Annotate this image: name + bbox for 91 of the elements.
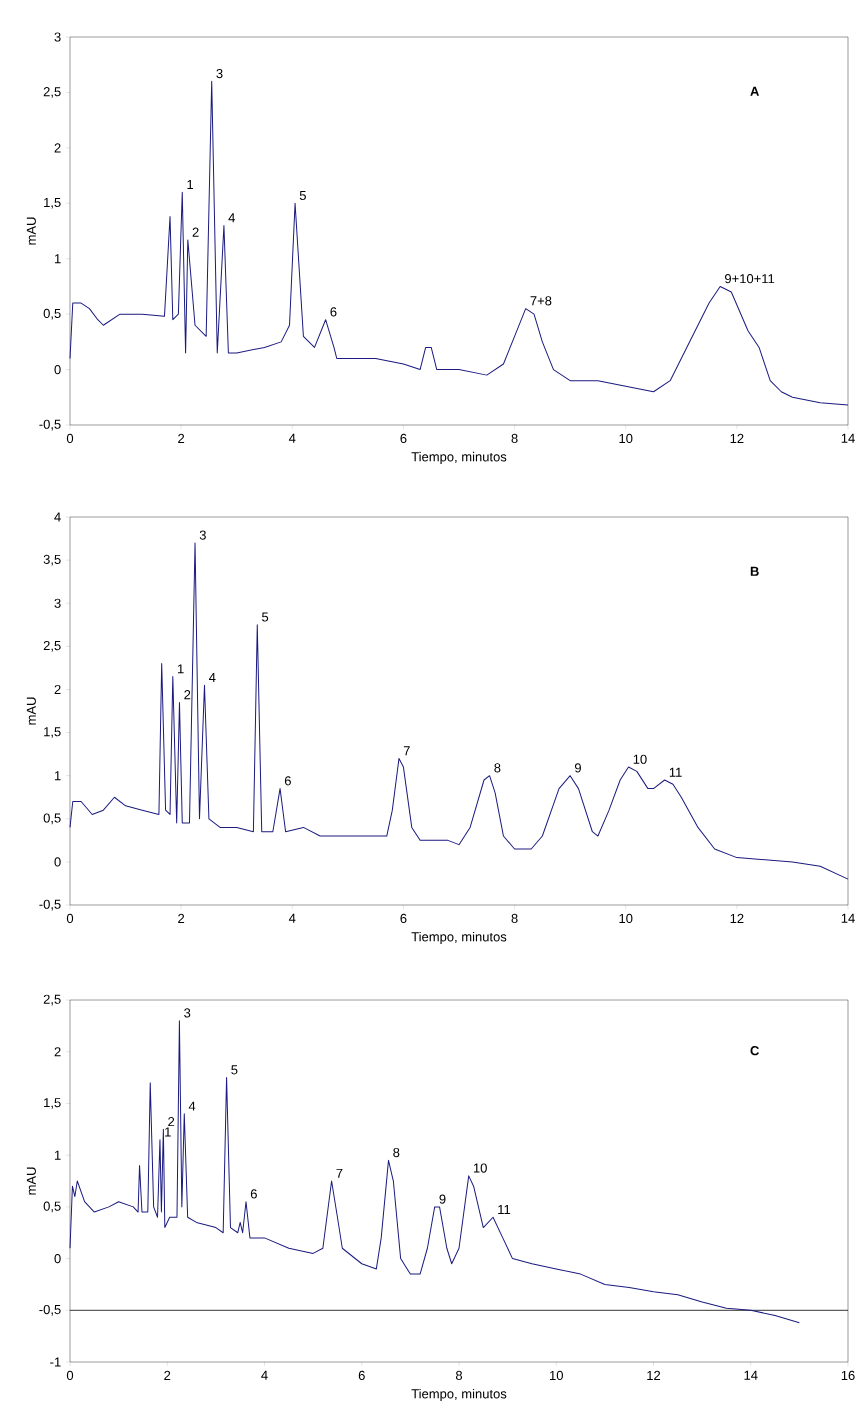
annotation: 7	[403, 746, 410, 756]
x-tick-label: 12	[730, 433, 744, 443]
x-tick-label: 2	[178, 913, 185, 923]
x-tick-label: 0	[66, 433, 74, 444]
annotation: 11	[669, 767, 682, 777]
annotation: 3	[216, 68, 223, 79]
annotation: 5	[299, 191, 306, 201]
x-tick-label: 4	[288, 433, 296, 443]
annotation: 10	[633, 754, 647, 764]
annotation: 3	[199, 530, 206, 540]
x-tick-label: 4	[288, 913, 296, 923]
annotation: 7	[336, 1168, 343, 1178]
annotation: 9	[574, 763, 581, 773]
y-axis-title: mAU	[26, 697, 36, 725]
x-tick-label: 10	[619, 433, 633, 444]
y-tick-label: 2	[54, 684, 61, 694]
x-tick-label: 0	[66, 913, 74, 924]
y-tick-label: 3	[54, 32, 61, 42]
annotation: 10	[473, 1163, 487, 1173]
x-tick-label: 8	[511, 913, 518, 924]
annotation: 5	[261, 612, 269, 622]
x-tick-label: 8	[511, 433, 518, 444]
y-tick-label: -0,5	[39, 419, 61, 431]
x-tick-label: 10	[619, 913, 633, 924]
annotation: 4	[208, 673, 216, 682]
annotation: 4	[228, 213, 235, 223]
y-tick-label: 1	[54, 254, 61, 264]
y-tick-label: 4	[54, 512, 61, 522]
y-axis-title: mAU	[26, 217, 36, 245]
x-tick-label: 2	[164, 1370, 171, 1380]
y-axis-title: mAU	[26, 1167, 36, 1195]
annotation: 3	[184, 1008, 191, 1018]
annotation: 11	[498, 1205, 511, 1215]
annotation: 6	[330, 307, 337, 317]
x-axis-title: Tiempo, minutos	[411, 451, 507, 464]
annotation: 1	[165, 1127, 171, 1137]
y-tick-label: -0,5	[39, 899, 61, 911]
y-tick-label: 3	[54, 598, 61, 608]
annotation: 6	[284, 776, 291, 786]
y-tick-label: 2,5	[43, 994, 61, 1006]
y-tick-label: 0	[54, 1253, 61, 1264]
annotation: A	[750, 86, 759, 96]
x-tick-label: 8	[455, 1370, 463, 1381]
x-tick-label: 6	[400, 433, 407, 444]
x-tick-label: 12	[647, 1370, 661, 1380]
annotation: 6	[250, 1189, 257, 1199]
annotation: 9+10+11	[725, 274, 775, 284]
line-series	[69, 1020, 800, 1324]
y-tick-label: 0	[54, 857, 61, 867]
annotation: 8	[393, 1147, 400, 1158]
annotation: 1	[187, 180, 194, 190]
annotation: B	[750, 566, 759, 576]
annotation: 1	[178, 664, 184, 674]
y-tick-label: 1,5	[44, 1098, 61, 1109]
x-tick-label: 10	[550, 1370, 563, 1381]
y-tick-label: 1	[54, 1150, 61, 1160]
annotation: 8	[494, 763, 501, 773]
y-tick-label: 0,5	[43, 308, 61, 320]
x-tick-label: 6	[358, 1370, 365, 1381]
x-tick-label: 16	[841, 1370, 855, 1381]
x-tick-label: 2	[178, 433, 185, 443]
x-tick-label: 4	[261, 1370, 268, 1380]
annotation: 2	[192, 227, 199, 237]
y-tick-label: -0,5	[39, 1304, 61, 1316]
y-tick-label: 1,5	[44, 727, 61, 738]
y-tick-label: 2,5	[43, 640, 61, 652]
annotation: 4	[188, 1101, 196, 1111]
y-tick-label: 3,5	[43, 554, 61, 566]
annotation: 7+8	[530, 296, 552, 306]
x-axis-title: Tiempo, minutos	[411, 1388, 507, 1402]
x-tick-label: 12	[730, 913, 744, 923]
y-tick-label: 0,5	[43, 1201, 61, 1213]
annotation: C	[750, 1046, 759, 1056]
x-tick-label: 14	[841, 433, 855, 443]
annotation: 2	[184, 690, 191, 700]
y-tick-label: 0,5	[43, 813, 61, 825]
y-tick-label: 2	[54, 1047, 61, 1057]
y-tick-label: 0	[54, 364, 61, 375]
y-tick-label: 1	[54, 771, 61, 781]
x-tick-label: 6	[400, 913, 407, 924]
annotation: 5	[231, 1065, 238, 1075]
y-tick-label: -1	[50, 1357, 61, 1367]
x-axis-title: Tiempo, minutos	[411, 931, 507, 944]
x-tick-label: 14	[841, 913, 855, 923]
annotation: 9	[439, 1194, 446, 1204]
y-tick-label: 1,5	[44, 197, 61, 209]
y-tick-label: 2,5	[43, 87, 61, 98]
x-tick-label: 0	[66, 1370, 74, 1381]
annotation: 2	[168, 1117, 175, 1127]
y-tick-label: 2	[54, 143, 61, 153]
x-tick-label: 14	[744, 1370, 758, 1380]
